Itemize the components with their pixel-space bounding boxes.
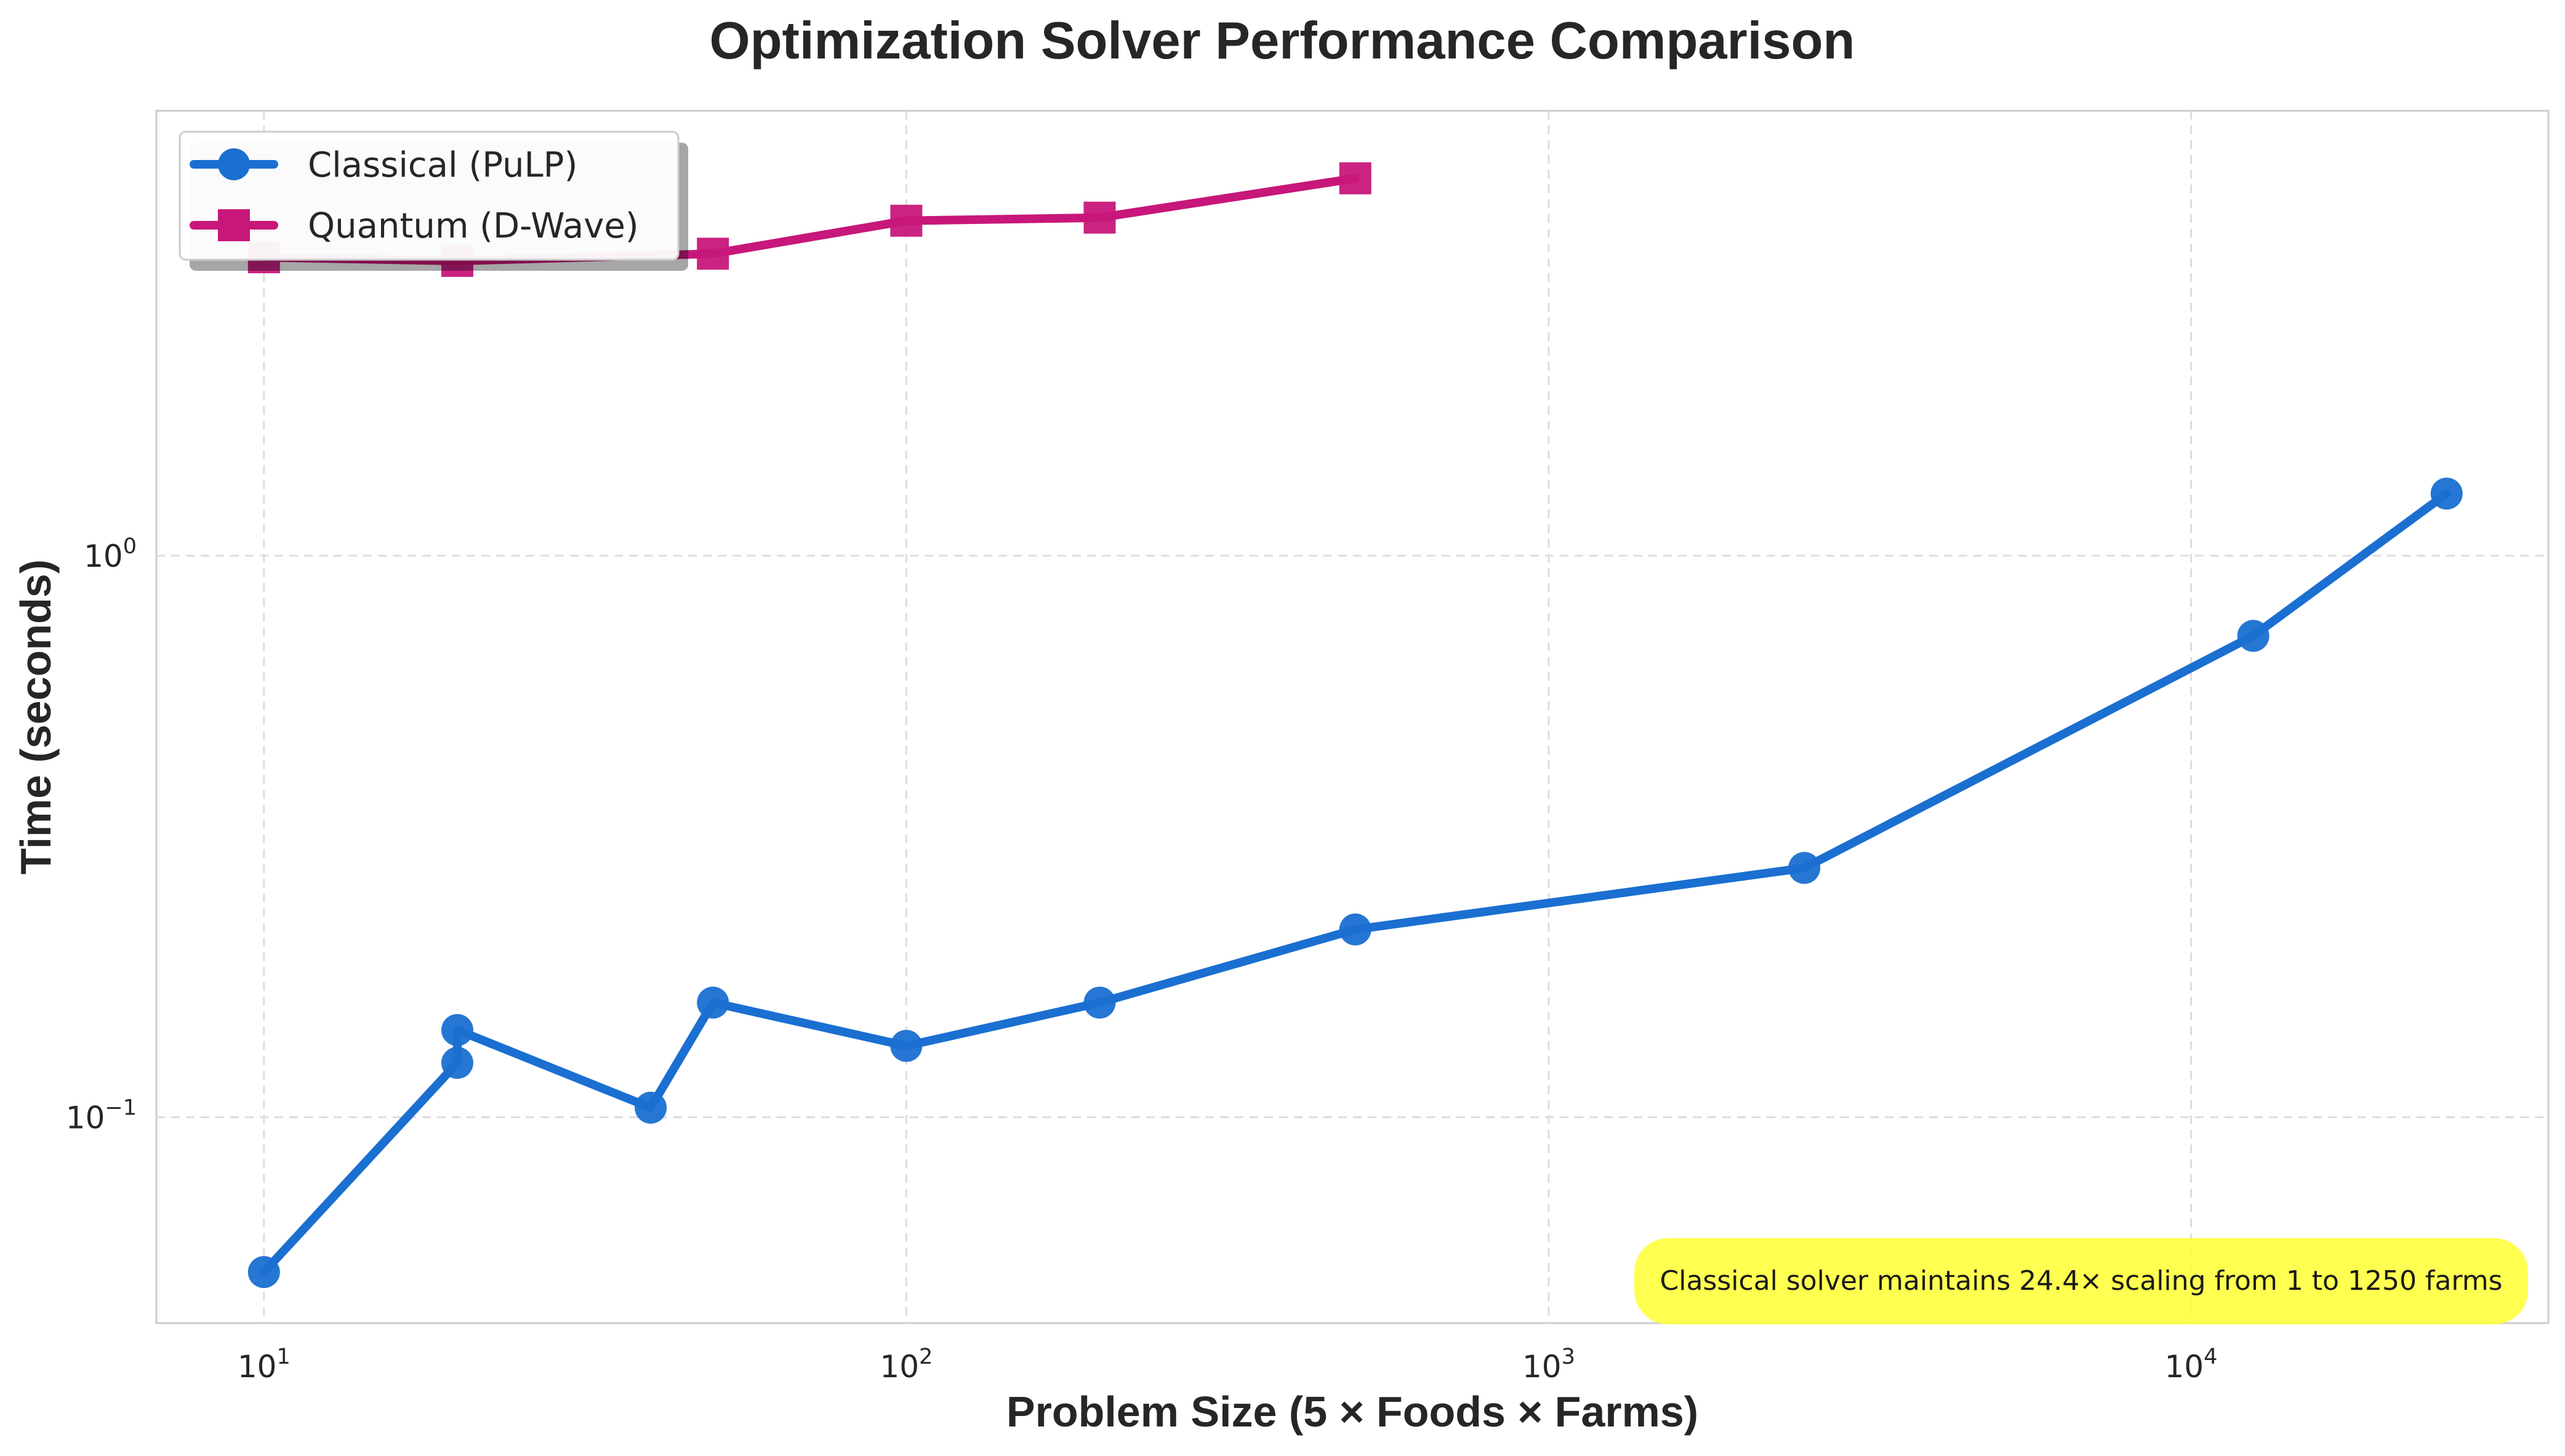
data-point xyxy=(2237,620,2270,652)
x-axis-label: Problem Size (5 × Foods × Farms) xyxy=(1006,1388,1698,1436)
x-tick-base: 10 xyxy=(238,1349,277,1385)
annotation-text: Classical solver maintains 24.4× scaling… xyxy=(1660,1265,2503,1297)
x-tick-label: 102 xyxy=(880,1345,933,1385)
x-tick-exponent: 3 xyxy=(1562,1345,1575,1369)
data-point xyxy=(697,238,729,270)
chart-title: Optimization Solver Performance Comparis… xyxy=(710,12,1855,70)
y-axis-label: Time (seconds) xyxy=(12,559,60,874)
x-tick-label: 101 xyxy=(238,1345,291,1385)
x-axis-ticks: 101 102 103 104 xyxy=(238,1345,2218,1385)
y-tick-label: 10−1 xyxy=(66,1096,137,1136)
data-point xyxy=(1339,913,1371,946)
legend-item: Classical (PuLP) xyxy=(190,145,577,185)
data-point xyxy=(1083,986,1116,1019)
x-tick-exponent: 2 xyxy=(919,1345,933,1369)
series-layer xyxy=(247,162,2463,1289)
legend-marker xyxy=(218,209,250,241)
legend-label: Quantum (D-Wave) xyxy=(308,206,639,246)
y-tick-exponent: 0 xyxy=(123,534,137,559)
data-point xyxy=(2430,478,2463,510)
annotation-box: Classical solver maintains 24.4× scaling… xyxy=(1634,1238,2528,1324)
plot-area xyxy=(155,110,2550,1324)
x-tick-base: 10 xyxy=(2165,1349,2204,1385)
x-tick-base: 10 xyxy=(880,1349,919,1385)
x-tick-exponent: 4 xyxy=(2204,1345,2217,1369)
data-point xyxy=(635,1092,667,1124)
data-point xyxy=(890,1030,923,1062)
data-point xyxy=(1083,201,1116,234)
data-point xyxy=(441,1047,473,1079)
x-tick-base: 10 xyxy=(1522,1349,1562,1385)
data-point xyxy=(1339,162,1371,194)
y-tick-label: 100 xyxy=(84,534,137,574)
data-point xyxy=(1788,852,1821,884)
data-point xyxy=(247,1256,280,1289)
y-tick-base: 10 xyxy=(66,1100,105,1136)
y-tick-base: 10 xyxy=(84,538,123,574)
grid-lines xyxy=(156,111,2548,1323)
data-point xyxy=(697,986,729,1019)
data-point xyxy=(441,1014,473,1046)
x-tick-label: 103 xyxy=(1522,1345,1575,1385)
data-point xyxy=(890,204,923,237)
y-tick-exponent: −1 xyxy=(105,1096,137,1121)
x-tick-label: 104 xyxy=(2165,1345,2218,1385)
x-tick-exponent: 1 xyxy=(276,1345,290,1369)
legend-label: Classical (PuLP) xyxy=(308,145,577,185)
legend: Classical (PuLP) Quantum (D-Wave) xyxy=(179,130,688,271)
legend-item: Quantum (D-Wave) xyxy=(190,206,639,246)
series-classical xyxy=(247,478,2463,1289)
legend-marker xyxy=(218,148,250,180)
